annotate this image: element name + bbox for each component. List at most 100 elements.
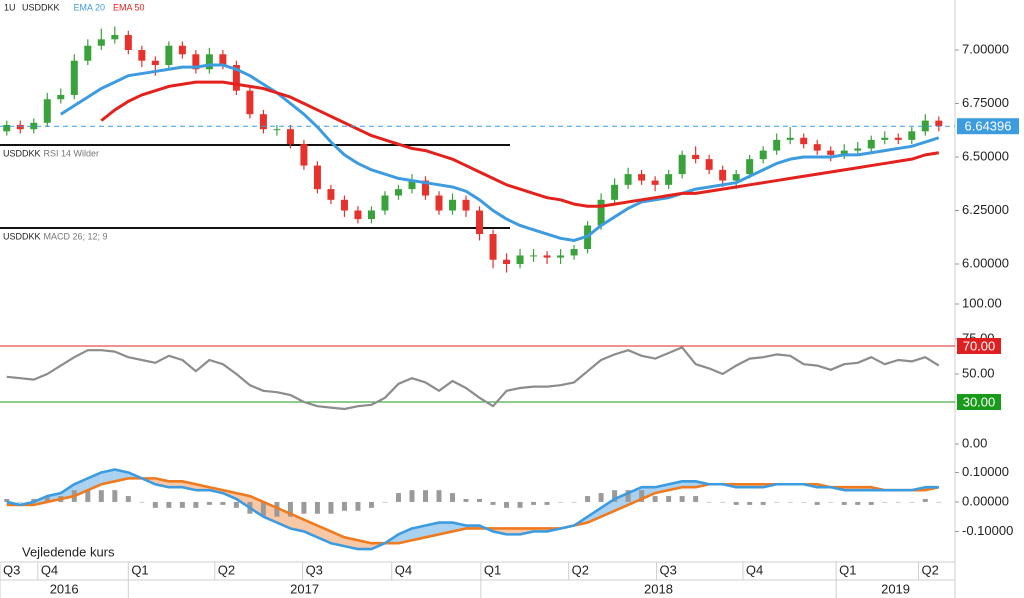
macd-fill [506,528,521,535]
y-tick-label: 6.75000 [962,95,1009,110]
histogram-bar [895,501,901,503]
macd-fill [411,525,426,541]
macd-fill [452,522,467,532]
histogram-bar [814,501,820,505]
macd-fill [101,469,115,485]
histogram-bar [504,501,510,508]
histogram-bar [355,501,361,511]
candle-body [246,90,254,115]
candle-body [800,137,808,145]
footnote: Vejledende kurs [22,544,115,559]
candle-body [557,255,565,258]
histogram-bar [841,501,847,505]
candle-body [840,150,848,155]
histogram-bar [585,496,591,502]
histogram-bar [828,501,834,503]
histogram-bar [98,490,104,502]
year-label: 2016 [50,581,79,596]
candle-body [394,189,402,196]
macd-fill [682,481,696,488]
histogram-bar [490,501,496,505]
x-tick-label: Q3 [3,562,20,577]
histogram-bar [531,501,537,505]
histogram-bar [747,501,753,505]
candle-body [678,154,686,175]
candle-body [489,234,497,260]
histogram-bar [936,501,942,503]
histogram-bar [395,493,401,502]
histogram-bar [909,501,915,503]
plot-layer [0,26,955,551]
histogram-bar [112,490,118,502]
candle-body [854,148,862,151]
histogram-bar [260,501,266,517]
x-tick-label: Q2 [922,562,939,577]
x-tick-label: Q3 [659,562,676,577]
candle-body [516,255,524,265]
histogram-bar [868,501,874,505]
histogram-bar [368,501,374,508]
y-tick-label: 7.00000 [962,41,1009,56]
candle-body [57,94,65,100]
histogram-bar [274,501,280,517]
histogram-bar [233,501,239,508]
x-tick-label: Q1 [484,562,501,577]
histogram-bar [463,499,469,502]
price-label: 30.00 [963,394,996,409]
candle-body [827,150,835,155]
macd-fill [155,478,169,488]
macd-fill [182,481,196,491]
macd-fill [668,481,683,491]
histogram-bar [4,499,10,502]
y-tick-label: 6.00000 [962,255,1009,270]
histogram-bar [544,501,550,505]
histogram-bar [720,501,726,503]
candle-body [84,45,92,61]
histogram-bar [693,496,699,502]
candle-body [570,249,578,256]
histogram-bar [166,501,172,508]
rsi-line [6,346,940,411]
candle-body [692,154,700,160]
ema-line [59,63,940,242]
candle-body [16,124,24,130]
candle-body [867,139,875,149]
candle-body [259,114,267,130]
histogram-bar [801,501,807,503]
histogram-bar [436,490,442,502]
price-label-box [957,394,1001,410]
candle-body [786,137,794,140]
candle-body [543,255,551,258]
histogram-bar [612,490,618,502]
candle-body [476,210,484,235]
histogram-bar [179,501,185,508]
macd-fill [330,531,345,547]
macd-fill [641,487,656,499]
candle-body [232,64,240,91]
candle-body [367,210,375,220]
candle-body [205,54,213,70]
candle-body [97,39,105,46]
year-label: 2018 [644,581,673,596]
histogram-bar [517,501,523,508]
legend-entry: EMA 50 [113,2,145,12]
histogram-bar [139,501,145,503]
candle-body [421,180,429,196]
candle-body [138,50,146,61]
year-label: 2019 [881,581,910,596]
x-tick-label: Q2 [218,562,235,577]
candle-body [719,169,727,181]
histogram-bar [125,496,131,502]
histogram-bar [598,493,604,502]
candle-body [624,174,632,185]
histogram-bar [301,501,307,514]
candle-body [313,165,321,190]
histogram-bar [774,501,780,503]
histogram-bar [152,501,158,508]
candle-body [70,60,78,95]
y-tick-label: 0.10000 [962,464,1009,479]
histogram-bar [193,501,199,508]
price-label-box [957,338,1001,354]
histogram-bar [882,501,888,503]
